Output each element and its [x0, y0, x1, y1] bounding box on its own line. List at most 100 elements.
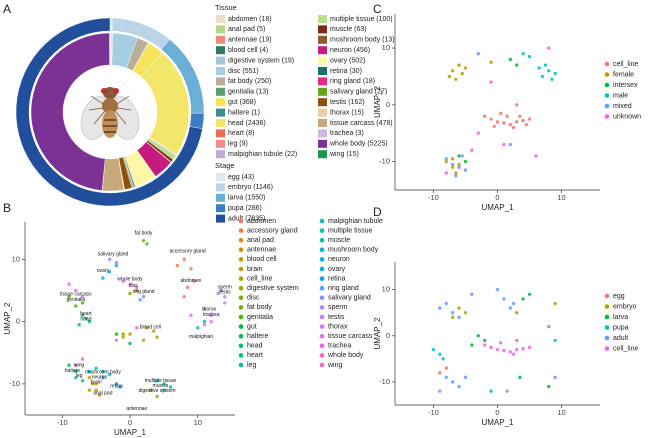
point [450, 157, 455, 161]
point [148, 388, 153, 392]
point [463, 66, 468, 70]
point [457, 154, 461, 158]
point [454, 77, 458, 81]
legend-label: pupa [613, 324, 629, 331]
point [553, 338, 557, 343]
point [489, 389, 493, 393]
legend-label: trachea [328, 343, 351, 350]
point [202, 323, 207, 327]
legend-marker [238, 333, 244, 339]
point [502, 121, 506, 125]
y-axis-title: UMAP_2 [373, 317, 382, 350]
y-tick-label: 0 [386, 331, 390, 340]
point [431, 347, 436, 352]
donut-segment [15, 17, 203, 207]
legend-marker [319, 295, 325, 301]
legend-marker [604, 335, 610, 341]
legend-label: gut (368) [228, 99, 256, 106]
point [128, 291, 132, 296]
cluster-label: genitalia [66, 297, 85, 303]
donut-segment [30, 32, 110, 191]
legend-swatch [318, 15, 327, 23]
legend-label: testis [328, 314, 345, 321]
point [168, 385, 173, 389]
x-axis-title: UMAP_1 [481, 203, 514, 212]
x-tick-label: 0 [495, 193, 499, 202]
point [515, 103, 519, 107]
legend-marker [238, 285, 244, 291]
point [527, 292, 532, 296]
legend-marker [319, 324, 325, 329]
cluster-label: digestive system [139, 388, 176, 394]
legend-label: muscle (63) [330, 26, 367, 33]
point [515, 120, 519, 124]
legend-label: disc (551) [228, 68, 259, 75]
point [457, 315, 461, 320]
legend-marker [604, 293, 610, 299]
point [80, 379, 85, 383]
point [141, 295, 146, 299]
legend-marker [604, 346, 610, 351]
point [223, 301, 227, 305]
fly-illustration [80, 87, 140, 140]
legend-label: wing (15) [329, 151, 359, 158]
point [508, 142, 513, 147]
point [457, 162, 461, 167]
cluster-label: blood cell [140, 325, 161, 331]
legend-marker [238, 247, 244, 253]
legend-label: anal pad [247, 237, 274, 244]
y-tick-label: 10 [382, 43, 390, 52]
point [67, 363, 71, 367]
point [454, 174, 458, 178]
cluster-label: whole body [117, 277, 143, 283]
cluster-label: antennae [126, 406, 147, 412]
legend-label: testis (162) [330, 99, 365, 106]
point [457, 384, 461, 389]
cluster-label: brain [91, 379, 102, 385]
legend-swatch [216, 67, 225, 75]
point [470, 292, 474, 296]
legend-marker [604, 82, 610, 88]
point [196, 326, 200, 330]
point [216, 291, 220, 296]
point [128, 341, 132, 346]
legend-swatch [318, 25, 327, 34]
point [444, 157, 448, 161]
point [192, 279, 197, 283]
x-tick-label: 10 [194, 418, 202, 427]
cluster-label: disc [129, 283, 138, 289]
point [457, 306, 461, 310]
point [470, 343, 474, 347]
x-tick-label: -10 [428, 193, 439, 202]
legend-label: multiple tissue (100) [330, 16, 393, 23]
point [209, 313, 213, 318]
legend-label: whole body (5225) [329, 141, 388, 148]
legend-marker [319, 353, 325, 358]
legend-label: blood cell (4) [228, 47, 268, 54]
point [87, 388, 92, 392]
legend-swatch [216, 173, 225, 181]
point [482, 114, 487, 118]
x-tick-label: 0 [128, 418, 132, 427]
point [521, 297, 525, 301]
point [511, 301, 516, 306]
legend-label: intersex [613, 82, 638, 89]
point [527, 54, 532, 59]
cluster-label: fat body [135, 231, 153, 237]
point [155, 394, 159, 399]
legend-label: muscle [328, 237, 350, 244]
point [553, 375, 557, 380]
point [97, 393, 102, 397]
legend-label: cell_line [247, 275, 272, 282]
legend-label: genitalia (13) [228, 89, 268, 96]
cluster-label: ring gland [133, 289, 155, 295]
legend-label: neuron [328, 256, 350, 263]
point [502, 142, 506, 147]
legend-label: salivary gland [328, 295, 371, 302]
point [476, 131, 480, 135]
point [101, 375, 105, 380]
legend-swatch [216, 183, 225, 192]
point [67, 295, 71, 299]
x-tick-label: 10 [557, 193, 565, 202]
point [94, 382, 98, 386]
